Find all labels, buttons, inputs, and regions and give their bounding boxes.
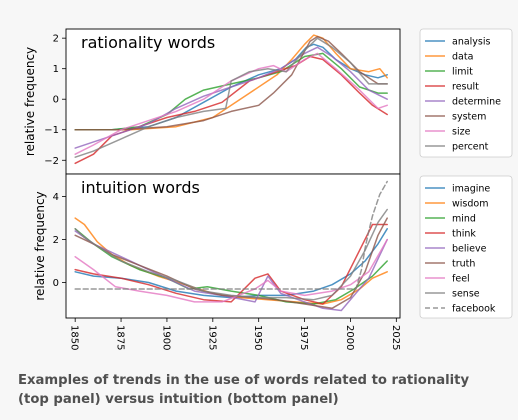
legend-label-believe: believe xyxy=(452,244,487,255)
legend-label-facebook: facebook xyxy=(452,304,496,315)
series-line-think xyxy=(74,223,388,305)
x-tick-label: 1850 xyxy=(69,325,80,350)
y-tick-label-1: 0 xyxy=(53,95,59,106)
y-tick-label-2: 4 xyxy=(53,192,59,203)
x-tick-label: 1875 xyxy=(115,325,126,350)
legend-label-data: data xyxy=(452,52,473,63)
series-line-sense xyxy=(74,208,388,301)
y-tick-label-2: 0 xyxy=(53,278,59,289)
legend-label-determine: determine xyxy=(452,97,501,108)
legend-label-think: think xyxy=(452,229,476,240)
plot-area-1 xyxy=(66,29,400,174)
legend-box-1 xyxy=(419,28,513,158)
x-tick-label: 1900 xyxy=(160,325,171,350)
legend-label-system: system xyxy=(452,112,486,123)
series-line-percent xyxy=(74,37,388,158)
legend-box-2 xyxy=(419,175,513,319)
panel-title-1: rationality words xyxy=(81,33,215,52)
legend-label-limit: limit xyxy=(452,67,473,78)
x-tick-label: 1975 xyxy=(298,325,309,350)
x-tick-label: 2000 xyxy=(344,325,355,350)
x-tick-label: 2025 xyxy=(390,325,401,350)
y-tick-label-1: 1 xyxy=(53,64,59,75)
legend-label-wisdom: wisdom xyxy=(452,199,488,210)
y-tick-label-2: 2 xyxy=(53,235,59,246)
plot-frame-2 xyxy=(65,173,401,319)
x-tick-label: 1950 xyxy=(252,325,263,350)
y-axis-label-1: relative frequency xyxy=(23,47,37,156)
legend-label-feel: feel xyxy=(452,274,470,285)
y-tick-label-1: 2 xyxy=(53,34,59,45)
legend-label-truth: truth xyxy=(452,259,475,270)
figure-caption: Examples of trends in the use of words r… xyxy=(18,373,470,407)
series-line-facebook xyxy=(74,180,388,290)
series-line-size xyxy=(74,52,388,155)
legend-label-result: result xyxy=(452,82,479,93)
legend-label-analysis: analysis xyxy=(452,37,491,48)
chart: −2 −1 0 1 2 relative frequency rationality wor… xyxy=(23,28,513,350)
legend-label-imagine: imagine xyxy=(452,184,490,195)
legend-label-sense: sense xyxy=(452,289,480,300)
legend-label-size: size xyxy=(452,127,471,138)
panel-title-2: intuition words xyxy=(81,178,200,197)
x-tick-label: 1925 xyxy=(206,325,217,350)
legend-label-mind: mind xyxy=(452,214,476,225)
y-axis-label-2: relative frequency xyxy=(33,191,47,300)
legend-label-percent: percent xyxy=(452,142,489,153)
y-tick-label-1: −2 xyxy=(44,156,59,167)
y-tick-label-1: −1 xyxy=(44,125,59,136)
